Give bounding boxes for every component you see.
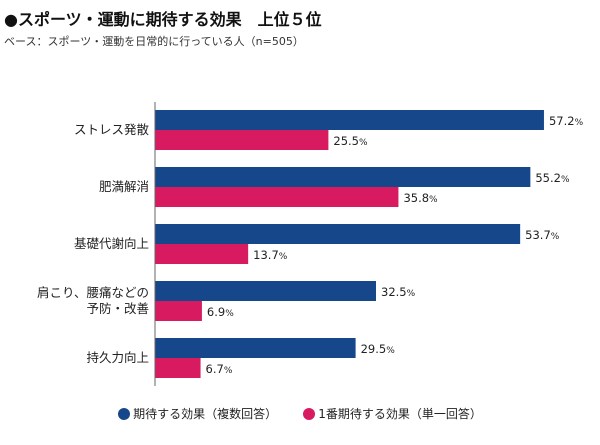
data-label-series-0-category-2: 53.7% [525,228,560,242]
bar-series-1-category-1 [155,187,399,207]
data-label-series-1-category-4: 6.7% [206,362,233,376]
category-label-3-line-0: 肩こり、腰痛などの [37,285,149,300]
bar-series-1-category-2 [155,244,249,264]
bar-series-1-category-3 [155,301,202,321]
category-label-1: 肥満解消 [99,179,149,194]
legend-swatch-series-0 [118,407,131,420]
category-label-2: 基礎代謝向上 [74,236,149,251]
category-label-4: 持久力向上 [86,350,149,365]
chart-subtitle: ベース：スポーツ・運動を日常的に行っている人（n=505） [4,35,304,48]
bar-chart: ストレス発散 57.2% 25.5% 肥満解消 55.2% 35.8% 基礎代謝向上 53.7… [37,102,584,386]
bar-series-0-category-1 [155,167,531,187]
data-label-series-1-category-2: 13.7% [253,248,288,262]
legend-label-series-1: 1番期待する効果（単一回答） [318,407,482,421]
legend-swatch-series-1 [303,407,316,420]
data-label-series-1-category-0: 25.5% [333,134,368,148]
legend-item-series-0: 期待する効果（複数回答） [118,405,277,422]
category-label-0: ストレス発散 [74,122,150,137]
legend: 期待する効果（複数回答） 1番期待する効果（単一回答） [0,405,600,422]
legend-label-series-0: 期待する効果（複数回答） [133,407,278,421]
data-label-series-0-category-3: 32.5% [381,285,416,299]
data-label-series-0-category-0: 57.2% [549,114,584,128]
category-label-3-line-1: 予防・改善 [86,301,149,316]
bar-series-1-category-4 [155,358,201,378]
bar-series-0-category-2 [155,224,521,244]
data-label-series-0-category-4: 29.5% [361,342,396,356]
bar-series-0-category-0 [155,110,544,130]
chart-title: ●スポーツ・運動に期待する効果 上位５位 [4,10,322,29]
data-label-series-1-category-3: 6.9% [207,305,234,319]
data-label-series-0-category-1: 55.2% [535,171,570,185]
legend-item-series-1: 1番期待する効果（単一回答） [303,405,482,422]
data-label-series-1-category-1: 35.8% [403,191,438,205]
bar-series-1-category-0 [155,130,329,150]
bar-series-0-category-4 [155,338,356,358]
bar-series-0-category-3 [155,281,376,301]
